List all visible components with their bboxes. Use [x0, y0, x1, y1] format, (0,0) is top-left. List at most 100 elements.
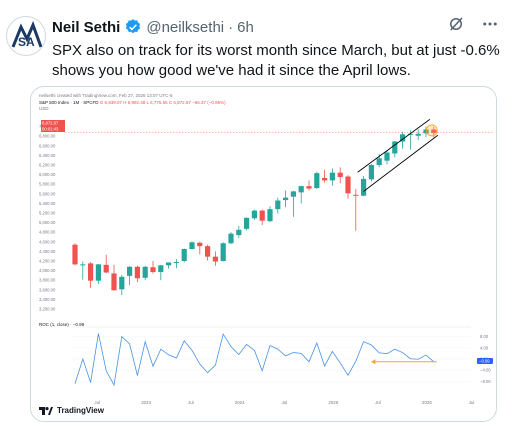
candle-body: [95, 264, 101, 281]
y-tick-label: 4,800.00: [39, 230, 56, 235]
y-tick-label: 5,000.00: [39, 220, 56, 225]
more-icon[interactable]: [480, 14, 500, 34]
roc-line: [74, 333, 435, 387]
y-tick-label: 3,600.00: [39, 287, 56, 292]
y-tick-label: 6,200.00: [39, 163, 56, 168]
candle-body: [337, 172, 343, 177]
candle-body: [220, 243, 226, 261]
y-tick-label: 3,200.00: [39, 307, 56, 312]
candle-body: [228, 233, 234, 244]
candle-body: [376, 158, 382, 165]
tweet-text: SPX also on track for its worst month si…: [52, 42, 500, 79]
candle-body: [236, 229, 242, 236]
candle-body: [251, 210, 257, 219]
x-axis: Jul 2023 Jul 2024 Jul 2025 Jul 2026 Jul: [94, 400, 474, 405]
annotations: [65, 119, 493, 192]
price-tag-bg: [41, 120, 65, 126]
candle-body: [283, 197, 289, 201]
svg-text:SA: SA: [18, 35, 35, 49]
candle-body: [400, 134, 406, 142]
chart-image[interactable]: neilsethi created with TradingView.com, …: [30, 86, 497, 422]
candle-body: [134, 266, 140, 279]
avatar[interactable]: SA: [6, 16, 46, 56]
candle-body: [314, 173, 320, 189]
y-tick-label: 6,400.00: [39, 153, 56, 158]
y-tick-label: 4,200.00: [39, 259, 56, 264]
roc-tick-label: −8.00: [480, 379, 491, 384]
candle-body: [407, 133, 413, 135]
candle-body: [322, 177, 328, 181]
tradingview-icon: [39, 406, 53, 415]
y-tick-label: 3,800.00: [39, 278, 56, 283]
x-tick-label: 2026: [422, 400, 432, 405]
candle-body: [88, 263, 94, 281]
x-tick-label: Jul: [94, 400, 100, 405]
author-name[interactable]: Neil Sethi: [52, 18, 121, 36]
y-tick-label: 5,800.00: [39, 182, 56, 187]
x-tick-label: 2023: [141, 400, 151, 405]
roc-tick-label: 4.00: [480, 345, 489, 350]
highlight-circle: [425, 124, 438, 137]
candle-body: [306, 186, 312, 189]
y-axis: 7,000.006,800.006,600.006,400.006,200.00…: [39, 124, 56, 311]
author-handle[interactable]: @neilksethi: [146, 18, 225, 36]
tradingview-brand: TradingView: [57, 406, 104, 415]
tweet-header: Neil Sethi @neilksethi · 6h: [52, 17, 254, 37]
price-chart: USD 7,000.006,800.006,600.006,400.006,20…: [39, 106, 493, 405]
candle-body: [173, 261, 179, 263]
currency-label: USD: [39, 106, 49, 111]
price-tag2: 00:01:43: [42, 127, 59, 132]
trendline-lower: [363, 134, 439, 192]
roc-label: ROC (1, close) · −0.99: [39, 322, 85, 327]
candle-body: [80, 264, 86, 266]
candle-body: [345, 176, 351, 194]
y-tick-label: 6,000.00: [39, 172, 56, 177]
roc-tag-bg: [477, 358, 493, 364]
candle-body: [290, 191, 296, 197]
candle-body: [127, 266, 133, 276]
x-tick-label: Jul: [469, 400, 475, 405]
candles: [72, 126, 437, 296]
timestamp[interactable]: 6h: [237, 18, 254, 36]
x-tick-label: 2024: [235, 400, 245, 405]
candle-body: [275, 200, 281, 210]
header-actions: [446, 14, 500, 34]
candle-body: [181, 249, 187, 261]
x-tick-label: Jul: [282, 400, 288, 405]
x-tick-label: Jul: [375, 400, 381, 405]
candle-body: [384, 152, 390, 161]
candle-body: [150, 267, 156, 273]
candle-body: [353, 194, 359, 196]
y-tick-label: 5,200.00: [39, 211, 56, 216]
roc-arrow-head: [371, 359, 376, 365]
x-tick-label: 2025: [328, 400, 338, 405]
avatar-logo-icon: SA: [11, 20, 43, 49]
candle-body: [111, 273, 117, 291]
candle-body: [103, 264, 109, 273]
y-tick-label: 3,400.00: [39, 297, 56, 302]
grok-icon[interactable]: [446, 14, 466, 34]
chart-symbol-line: S&P 500 Index · 1M · SPCFD O 6,939.07 H …: [39, 100, 226, 105]
separator: ·: [228, 18, 234, 36]
candle-body: [212, 256, 218, 262]
y-tick-label: 5,400.00: [39, 201, 56, 206]
y-tick-label: 4,600.00: [39, 239, 56, 244]
trendline-upper: [357, 119, 431, 173]
verified-badge-icon: [126, 19, 141, 34]
x-tick-label: Jul: [188, 400, 194, 405]
candle-body: [119, 276, 125, 290]
roc-tick-label: −4.00: [480, 368, 491, 373]
candle-body: [361, 178, 367, 196]
candle-body: [267, 209, 273, 222]
price-tag2-bg: [41, 126, 65, 132]
candle-body: [166, 262, 172, 266]
candle-body: [205, 246, 211, 257]
candle-body: [189, 242, 195, 249]
candle-body: [415, 133, 421, 136]
candle-body: [431, 129, 437, 133]
roc-tag: −0.99: [479, 359, 490, 364]
y-tick-label: 5,600.00: [39, 191, 56, 196]
price-tag: 6,872.67: [42, 121, 59, 126]
chart-ohlc: O 6,939.07 H 6,992.48 L 6,775.56 C 6,872…: [99, 100, 226, 105]
